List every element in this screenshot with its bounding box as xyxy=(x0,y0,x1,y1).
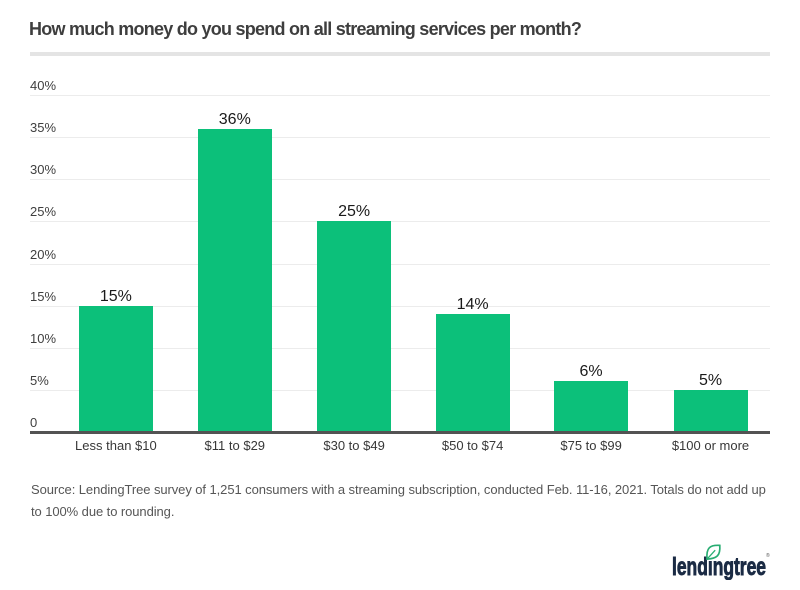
svg-text:®: ® xyxy=(766,552,770,559)
svg-text:lendıngtree: lendıngtree xyxy=(672,553,766,580)
